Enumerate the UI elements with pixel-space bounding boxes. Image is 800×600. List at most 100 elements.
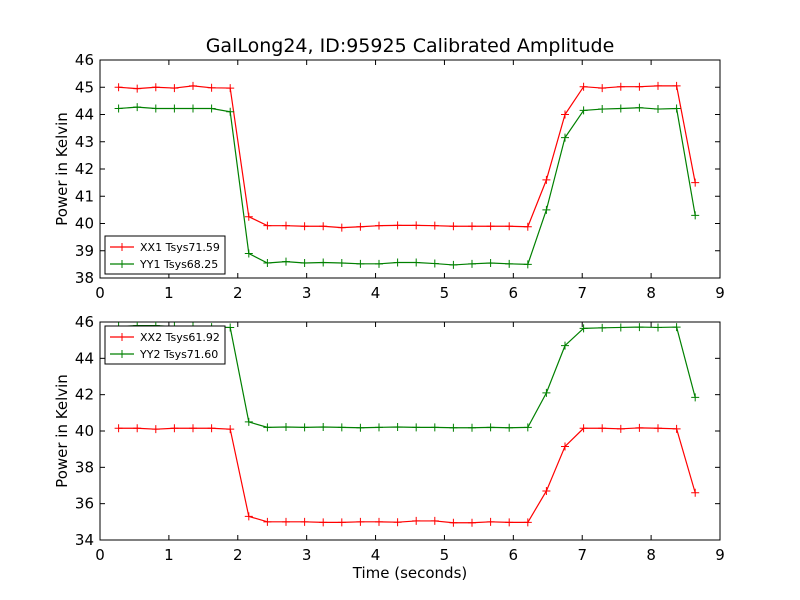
y-tick-label: 42 — [75, 386, 94, 404]
data-point — [356, 517, 365, 526]
data-point — [393, 518, 402, 527]
data-point — [282, 257, 290, 266]
legend-label: YY1 Tsys68.25 — [139, 258, 218, 271]
data-point — [561, 442, 569, 451]
data-point — [635, 423, 644, 432]
data-point — [356, 423, 365, 432]
y-tick-label: 39 — [75, 242, 94, 260]
data-point — [505, 259, 514, 268]
legend: XX1 Tsys71.59 YY1 Tsys68.25 — [104, 235, 226, 275]
y-tick-label: 34 — [75, 531, 94, 549]
data-point — [672, 104, 681, 113]
data-point — [505, 518, 514, 527]
data-point — [672, 424, 681, 433]
data-point — [207, 83, 216, 92]
series-1 — [114, 423, 700, 527]
data-point — [356, 259, 365, 268]
data-point — [393, 258, 402, 267]
x-tick-label: 8 — [646, 546, 656, 564]
legend: XX2 Tsys61.92 YY2 Tsys71.60 — [104, 325, 226, 365]
data-point — [654, 323, 662, 332]
data-point — [635, 82, 644, 91]
figure-title: GalLong24, ID:95925 Calibrated Amplitude — [206, 35, 615, 57]
data-point — [226, 84, 235, 93]
data-point — [468, 222, 476, 231]
data-point — [412, 258, 421, 267]
data-point — [282, 423, 290, 432]
data-point — [189, 424, 197, 433]
data-point — [375, 221, 383, 230]
data-point — [430, 423, 439, 432]
data-point — [319, 222, 328, 231]
data-point — [579, 424, 588, 433]
x-tick-label: 2 — [233, 284, 243, 302]
x-tick-label: 3 — [302, 284, 312, 302]
y-axis-label: Power in Kelvin — [53, 112, 71, 226]
x-tick-label: 4 — [371, 284, 381, 302]
data-point — [151, 104, 160, 113]
data-point — [319, 518, 328, 527]
legend-label: XX2 Tsys61.92 — [140, 331, 220, 344]
x-tick-label: 8 — [646, 284, 656, 302]
x-axis-label: Time (seconds) — [352, 564, 468, 582]
data-point — [486, 259, 495, 268]
data-point — [579, 106, 588, 115]
data-point — [244, 249, 253, 258]
y-tick-label: 36 — [75, 495, 94, 513]
data-point — [672, 323, 681, 332]
data-point — [300, 423, 309, 432]
data-point — [189, 104, 197, 113]
data-point — [654, 105, 662, 114]
y-tick-label: 38 — [75, 269, 94, 287]
data-point — [207, 424, 216, 433]
data-point — [486, 517, 495, 526]
data-point — [598, 105, 607, 114]
data-point — [114, 83, 123, 92]
x-tick-label: 9 — [715, 284, 725, 302]
data-point — [616, 323, 625, 332]
data-point — [468, 518, 476, 527]
data-point — [561, 133, 569, 142]
data-point — [412, 221, 421, 230]
data-point — [375, 517, 383, 526]
data-point — [170, 104, 179, 113]
data-point — [523, 423, 532, 432]
data-point — [226, 425, 235, 434]
x-tick-label: 6 — [509, 284, 519, 302]
y-tick-label: 43 — [75, 133, 94, 151]
data-point — [226, 323, 235, 332]
data-point — [319, 423, 328, 432]
data-point — [337, 423, 346, 432]
data-point — [616, 82, 625, 91]
x-tick-label: 7 — [577, 546, 587, 564]
data-point — [337, 223, 346, 232]
data-point — [393, 423, 402, 432]
data-point — [449, 260, 458, 269]
data-point — [561, 110, 569, 119]
data-point — [449, 222, 458, 231]
data-point — [542, 388, 551, 397]
data-point — [282, 221, 290, 230]
data-point — [616, 424, 625, 433]
data-point — [263, 517, 272, 526]
data-point — [412, 516, 421, 525]
legend-label: XX1 Tsys71.59 — [140, 241, 220, 254]
data-point — [505, 222, 514, 231]
data-point — [375, 259, 383, 268]
data-point — [598, 84, 607, 93]
data-point — [244, 212, 253, 221]
data-point — [430, 516, 439, 525]
y-tick-label: 46 — [75, 51, 94, 69]
data-point — [579, 324, 588, 333]
data-point — [691, 178, 700, 187]
data-point — [430, 259, 439, 268]
data-point — [170, 424, 179, 433]
y-tick-label: 40 — [75, 422, 94, 440]
data-point — [654, 424, 662, 433]
legend-frame — [104, 235, 226, 275]
data-point — [337, 259, 346, 268]
x-tick-label: 5 — [440, 546, 450, 564]
